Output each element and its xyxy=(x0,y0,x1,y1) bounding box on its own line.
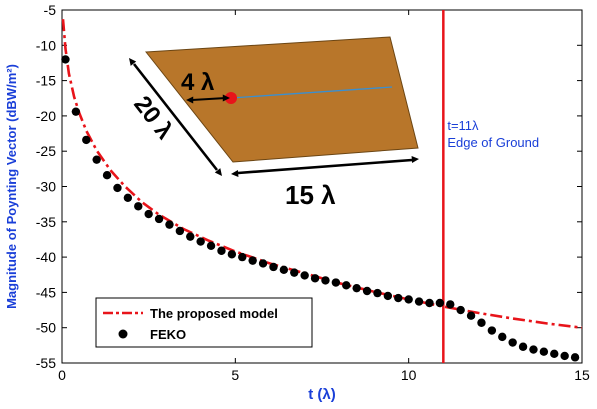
feed-line xyxy=(230,86,393,99)
feko-point xyxy=(154,214,164,224)
feko-point xyxy=(61,55,70,64)
arrow-head xyxy=(231,170,239,177)
y-tick-label: -40 xyxy=(36,249,56,265)
feko-point xyxy=(206,241,216,251)
legend-swatch-feko xyxy=(118,329,128,339)
feko-point xyxy=(217,246,226,255)
feko-point xyxy=(331,278,341,287)
feko-point xyxy=(446,300,455,309)
dimension-arrow-20 xyxy=(132,63,219,171)
feko-point xyxy=(466,311,476,320)
arrow-head xyxy=(186,96,194,104)
feko-point xyxy=(539,347,549,356)
feko-point xyxy=(414,297,424,306)
legend-box xyxy=(95,297,313,348)
dimension-arrow-4 xyxy=(191,97,227,101)
ground-plane xyxy=(145,36,419,163)
feko-point xyxy=(113,183,122,193)
feko-point xyxy=(82,135,91,145)
legend: The proposed model FEKO xyxy=(95,297,313,348)
feko-point xyxy=(518,342,528,351)
feko-point xyxy=(570,353,580,362)
y-tick-label: -45 xyxy=(36,284,56,300)
feko-point xyxy=(279,265,289,275)
arrow-head xyxy=(411,156,419,163)
x-tick-label: 0 xyxy=(58,367,66,383)
feko-point xyxy=(342,281,351,290)
y-tick-label: -5 xyxy=(44,2,57,18)
feko-point xyxy=(321,276,330,285)
feko-point xyxy=(362,286,372,296)
arrow-head xyxy=(214,168,222,176)
feko-point xyxy=(269,262,278,272)
feko-point xyxy=(529,345,538,354)
feko-point xyxy=(456,305,465,315)
feko-point xyxy=(123,193,133,202)
feko-point xyxy=(165,220,174,229)
ground-plane-inset: 4 λ20 λ 15 λ xyxy=(128,36,419,210)
edge-label-text: Edge of Ground xyxy=(447,135,539,150)
x-tick-label: 10 xyxy=(401,367,417,383)
feko-point xyxy=(71,107,81,116)
feko-point xyxy=(186,232,195,241)
feko-point xyxy=(435,298,445,308)
arrow-head xyxy=(129,58,137,66)
y-axis-label: Magnitude of Poynting Vector (dBW/m²) xyxy=(4,64,19,309)
feko-point xyxy=(550,349,559,359)
feko-point xyxy=(92,155,101,164)
arrow-head xyxy=(222,94,230,102)
feko-point xyxy=(290,268,299,277)
legend-label-model: The proposed model xyxy=(150,306,278,321)
y-tick-label: -35 xyxy=(36,214,56,230)
edge-label-t: t=11λ xyxy=(447,118,479,133)
feko-point xyxy=(248,256,257,265)
feko-point xyxy=(144,209,153,219)
y-tick-label: -55 xyxy=(36,355,56,371)
feko-point xyxy=(300,271,309,280)
x-tick-label: 15 xyxy=(574,367,590,383)
label-20-lambda: 20 λ xyxy=(128,91,178,144)
y-axis: -5 -10 -15 -20 -25 -30 -35 -40 -45 -50 -55 xyxy=(36,2,582,371)
feko-point xyxy=(175,226,185,236)
feko-point xyxy=(258,259,268,268)
dimension-arrow-15 xyxy=(237,158,413,175)
x-tick-label: 5 xyxy=(231,367,239,383)
y-tick-label: -25 xyxy=(36,143,56,159)
label-15-lambda: 15 λ xyxy=(285,180,336,210)
feko-point xyxy=(487,326,497,335)
source-point xyxy=(225,92,237,104)
y-tick-label: -50 xyxy=(36,320,56,336)
feko-point xyxy=(238,252,247,262)
label-4-lambda: 4 λ xyxy=(181,69,214,96)
x-axis: 0 5 10 15 xyxy=(58,10,590,383)
y-tick-label: -10 xyxy=(36,37,56,53)
feko-point xyxy=(102,171,112,180)
feko-point xyxy=(373,288,382,298)
legend-label-feko: FEKO xyxy=(150,327,186,342)
feko-point xyxy=(425,298,434,308)
feko-point xyxy=(134,202,143,211)
x-axis-label: t (λ) xyxy=(308,386,336,403)
feko-point xyxy=(498,332,507,342)
feko-point xyxy=(383,291,393,301)
feko-point xyxy=(394,293,403,303)
feko-point xyxy=(477,318,486,327)
feko-point xyxy=(196,237,205,246)
feko-point xyxy=(227,250,237,259)
feko-point xyxy=(560,351,569,361)
feko-point xyxy=(404,295,413,304)
feko-point xyxy=(352,283,361,293)
feko-point xyxy=(310,274,320,283)
y-tick-label: -15 xyxy=(36,73,56,89)
y-tick-label: -20 xyxy=(36,108,56,124)
feko-point xyxy=(508,338,517,347)
y-tick-label: -30 xyxy=(36,179,56,195)
series-feko xyxy=(61,55,580,362)
